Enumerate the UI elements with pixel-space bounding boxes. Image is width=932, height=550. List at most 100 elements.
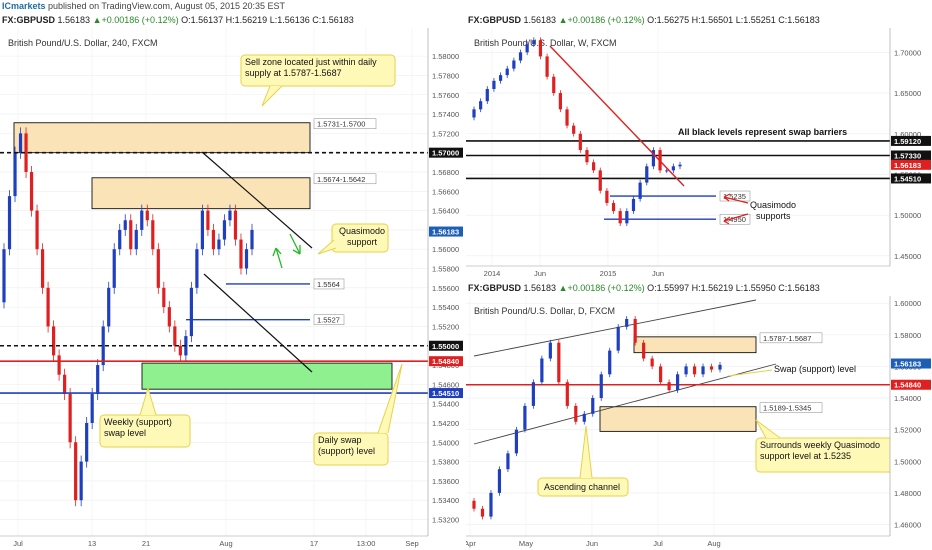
symbol-label[interactable]: FX:GBPUSD: [468, 15, 522, 25]
candle-body: [68, 394, 72, 443]
candle-body: [718, 364, 722, 370]
trendline-resistance[interactable]: [549, 45, 685, 187]
candle-body: [591, 398, 595, 414]
high-label: H:1.56219: [691, 283, 734, 293]
callout-daily-swap: Daily swap (support) level: [313, 363, 403, 466]
zone-box: [633, 336, 757, 354]
candle-body: [162, 287, 166, 308]
candle-body: [650, 358, 654, 367]
price-tag-label: 1.54510: [432, 389, 459, 398]
candle-body: [233, 210, 238, 240]
level-label-box: [719, 213, 751, 225]
chart-panel-daily[interactable]: British Pound/U.S. Dollar, D, FXCM 1.578…: [466, 296, 932, 550]
candle-body: [642, 342, 646, 359]
candle-body: [222, 220, 227, 240]
chart-panel-h4[interactable]: British Pound/U.S. Dollar, 240, FXCM 1.5…: [0, 28, 464, 550]
y-tick-label: 1.56000: [432, 245, 459, 254]
zone-label: 1.5674-1.5642: [317, 175, 365, 184]
candle-body: [558, 93, 562, 110]
zone-label-box: [759, 332, 823, 344]
green-arrow-icon: [289, 233, 301, 255]
candle-body: [548, 342, 552, 359]
y-tick-label: 1.60000: [894, 130, 921, 139]
annotation-swap-support: Swap (support) level: [774, 364, 856, 374]
chart-panel-weekly[interactable]: British Pound/U.S. Dollar, W, FXCM 1.523…: [466, 28, 932, 280]
candle-body: [472, 109, 476, 118]
channel-upper[interactable]: [473, 299, 757, 357]
candle-body: [485, 88, 489, 102]
close-label: C:1.56183: [312, 15, 354, 25]
high-label: H:1.56501: [691, 15, 734, 25]
candle-body: [74, 442, 78, 501]
candle-body: [63, 374, 67, 395]
candle-body: [633, 318, 637, 343]
x-tick-label: 2014: [484, 269, 501, 278]
trendline-upper[interactable]: [201, 151, 313, 249]
price-tag: [429, 226, 463, 237]
price-tag: [429, 147, 463, 158]
candle-body: [85, 422, 89, 462]
price-tag-label: 1.54840: [432, 357, 459, 366]
channel-lower[interactable]: [473, 363, 777, 445]
y-tick-label: 1.48000: [894, 489, 921, 498]
y-tick-label: 1.54000: [432, 438, 459, 447]
publisher-brand[interactable]: ICmarkets: [2, 1, 46, 11]
x-tick-label: Jun: [586, 539, 598, 548]
callout-sell-zone-text: Sell zone located just within daily supp…: [245, 57, 377, 78]
candle-body: [2, 249, 6, 303]
y-tick-label: 1.70000: [894, 48, 921, 57]
callout-daily-swap-text: Daily swap (support) level: [318, 435, 376, 456]
zone-label-box: [313, 118, 377, 129]
y-tick-label: 1.54400: [432, 400, 459, 409]
price-tag-label: 1.56183: [894, 360, 921, 369]
open-label: O:1.56275: [647, 15, 690, 25]
trendline-lower[interactable]: [203, 273, 313, 373]
candle-body: [173, 326, 177, 346]
candle-body: [480, 508, 485, 517]
price-tag: [429, 340, 463, 351]
price-tag-label: 1.55000: [432, 342, 459, 351]
candle-body: [129, 220, 133, 250]
price-tag: [891, 379, 931, 390]
low-label: L:1.55950: [735, 283, 776, 293]
up-arrow-icon: ▲: [558, 283, 568, 293]
candle-body: [123, 220, 127, 230]
panel-header-weekly: FX:GBPUSD 1.56183 ▲+0.00186 (+0.12%) O:1…: [468, 14, 820, 26]
candle-body: [667, 382, 671, 391]
symbol-label[interactable]: FX:GBPUSD: [2, 15, 56, 25]
symbol-label[interactable]: FX:GBPUSD: [468, 283, 522, 293]
price-tag: [429, 356, 463, 367]
y-tick-label: 1.53200: [432, 516, 459, 525]
y-tick-label: 1.55200: [432, 322, 459, 331]
zone-label: 1.5731-1.5700: [317, 120, 365, 129]
annotation-quasimodo-line1: Quasimodo: [750, 200, 796, 210]
chart-weekly-svg[interactable]: British Pound/U.S. Dollar, W, FXCM 1.523…: [466, 28, 932, 280]
candle-body: [497, 469, 502, 493]
low-label: L:1.56136: [269, 15, 310, 25]
candle-body: [7, 196, 12, 250]
annotation-quasimodo-line2: supports: [756, 211, 791, 221]
candle-body: [598, 170, 602, 191]
x-tick-label: 13: [88, 539, 96, 548]
candle-body: [79, 461, 83, 501]
price-tag: [891, 358, 931, 369]
zone-label-box: [313, 173, 377, 185]
candle-body: [557, 342, 561, 383]
open-label: O:1.55997: [647, 283, 690, 293]
price-tag-label: 1.57000: [432, 149, 459, 158]
candle-body: [24, 133, 28, 172]
chart-daily-svg[interactable]: British Pound/U.S. Dollar, D, FXCM 1.578…: [466, 296, 932, 550]
chart-h4-svg[interactable]: British Pound/U.S. Dollar, 240, FXCM 1.5…: [0, 28, 464, 550]
y-tick-label: 1.54000: [894, 394, 921, 403]
red-arrow-icon: [723, 213, 749, 225]
candle-body: [96, 365, 100, 395]
candle-body: [156, 249, 160, 288]
zone-box: [599, 406, 757, 432]
y-tick-label: 1.53400: [432, 496, 459, 505]
candle-body: [709, 366, 714, 370]
price-tag: [891, 173, 931, 184]
candle-body: [250, 229, 254, 250]
candle-body: [29, 171, 34, 211]
candle-body: [40, 249, 45, 288]
y-tick-label: 1.50000: [894, 211, 921, 220]
